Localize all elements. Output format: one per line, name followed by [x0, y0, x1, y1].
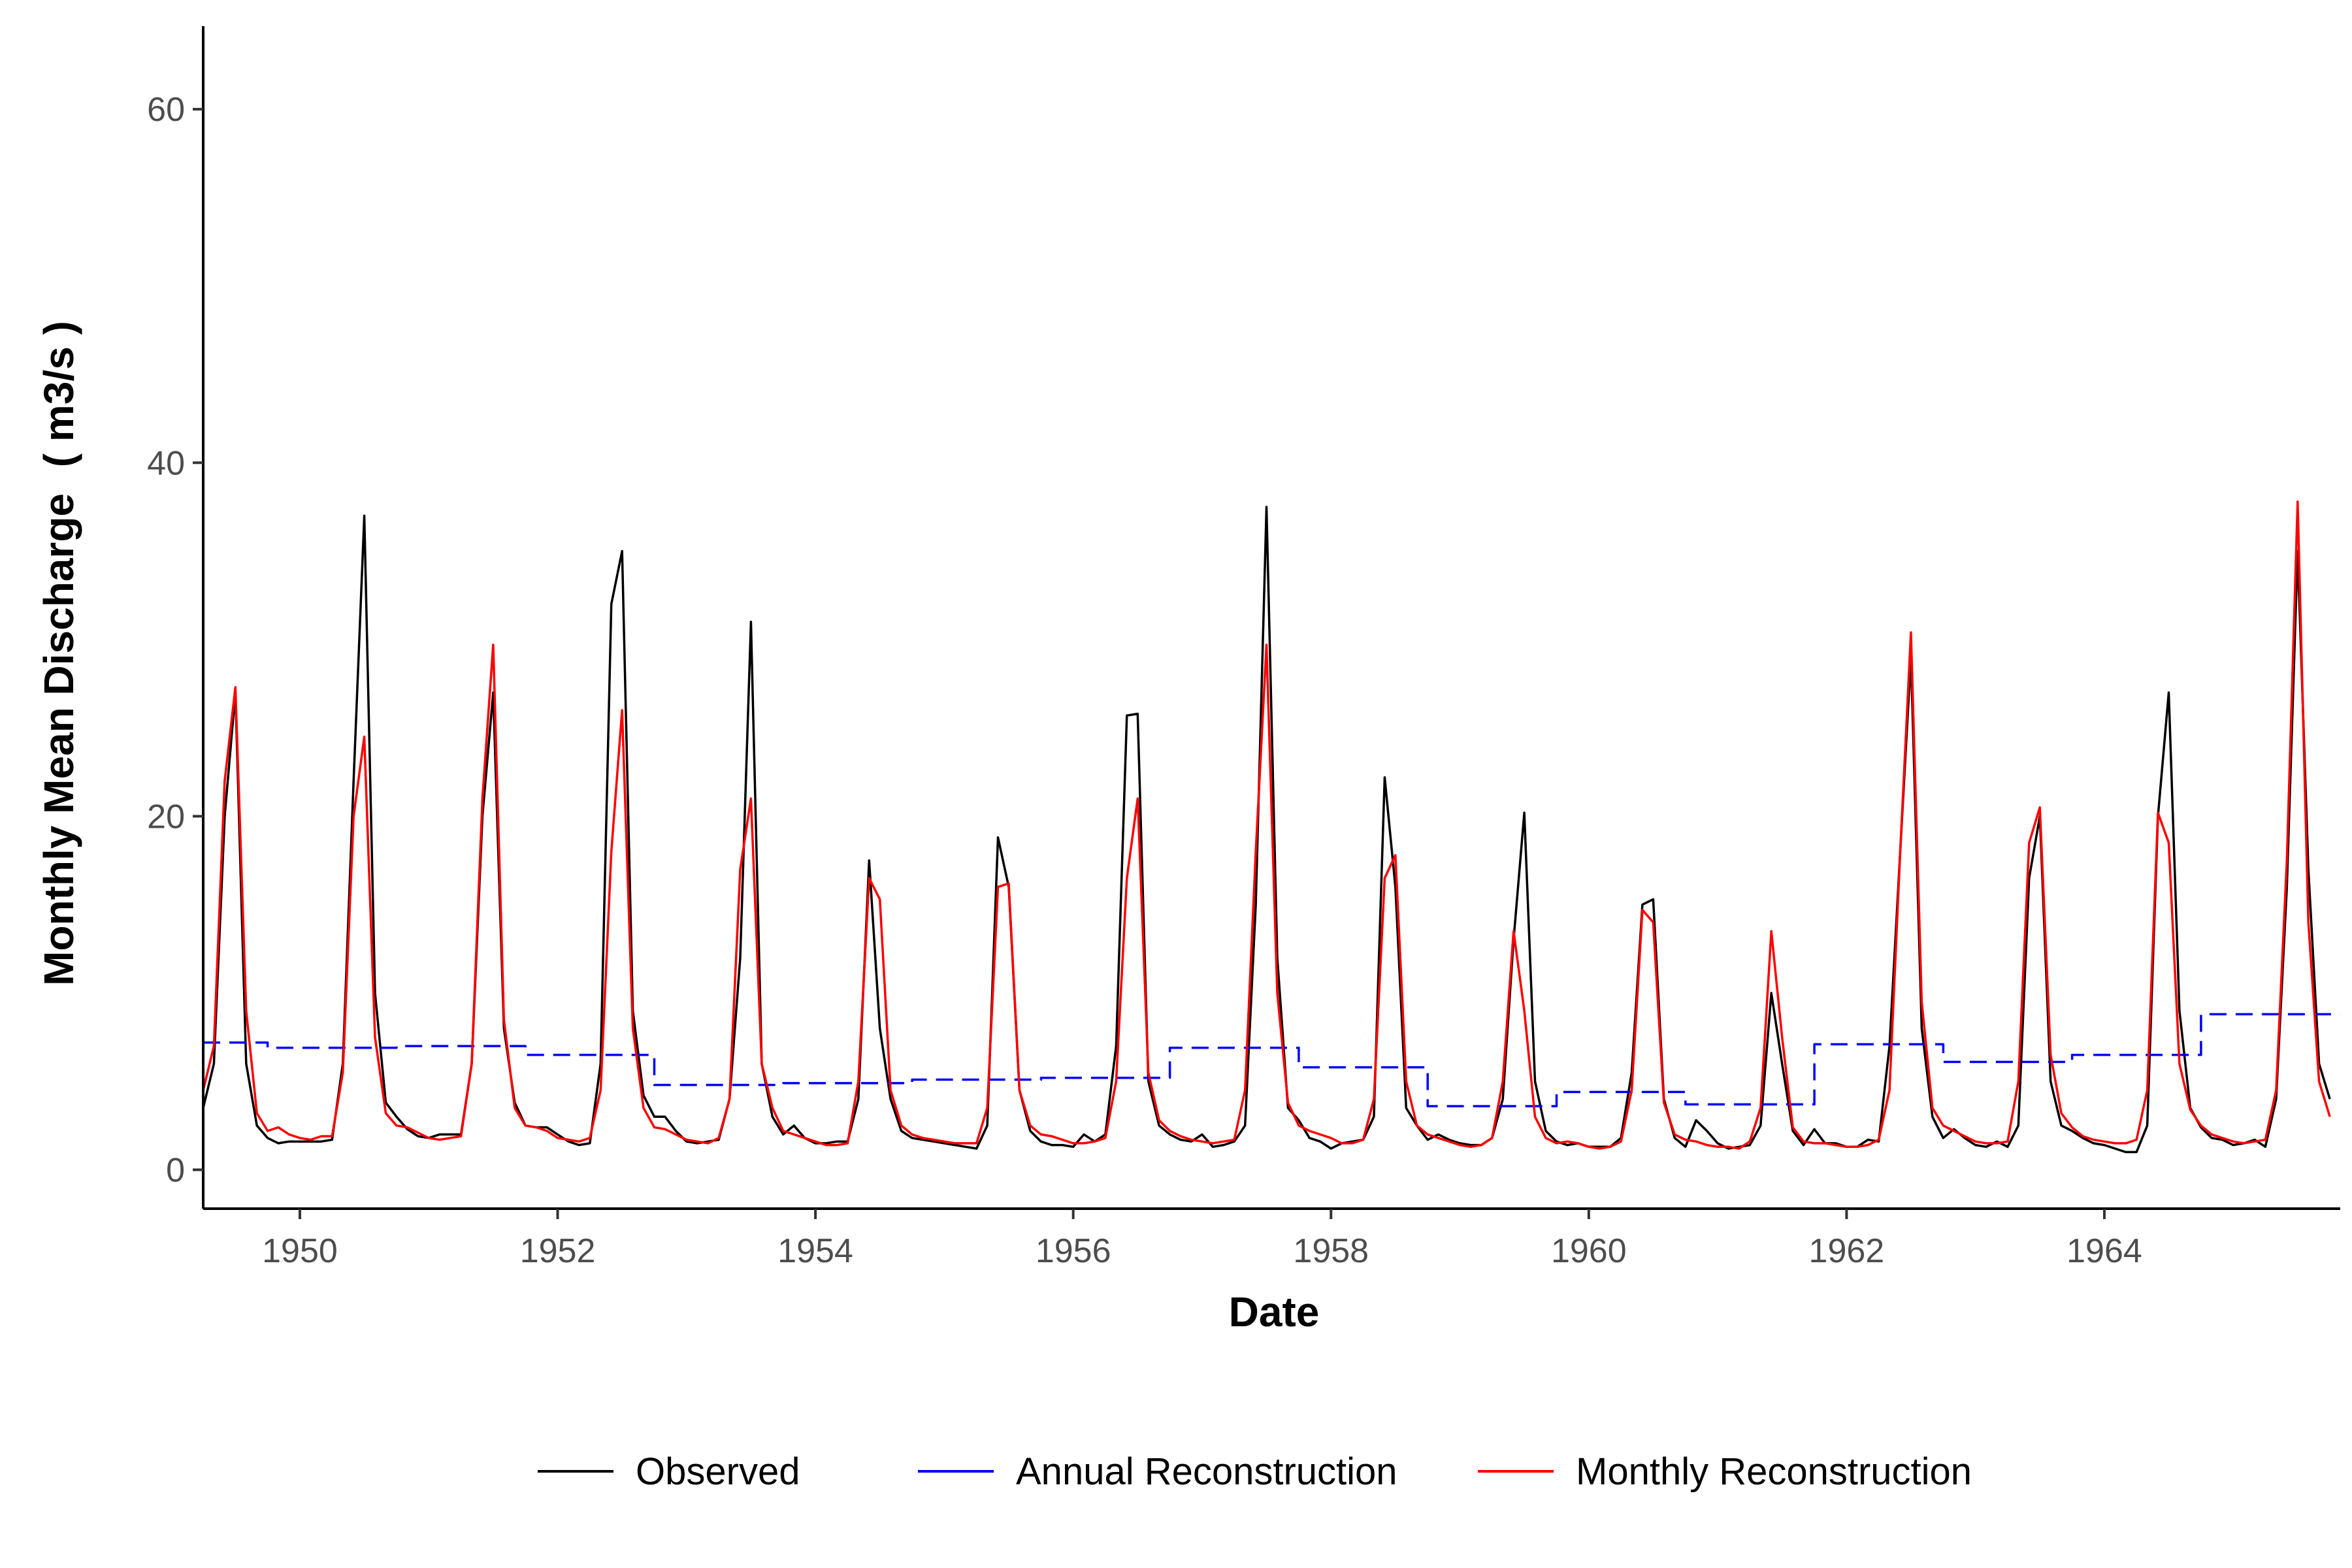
x-tick-label: 1960 [1551, 1232, 1627, 1270]
x-tick-label: 1956 [1036, 1232, 1111, 1270]
y-axis-title-main: Monthly Mean Discharge [35, 493, 82, 986]
x-tick-label: 1962 [1809, 1232, 1885, 1270]
observed-series-line [203, 506, 2331, 1154]
x-tick-label: 1950 [262, 1232, 338, 1270]
legend-label-observed: Observed [636, 1450, 800, 1493]
x-tick-label: 1954 [777, 1232, 853, 1270]
y-tick-label: 40 [147, 444, 185, 482]
monthly-reconstruction-series-line [203, 500, 2331, 1150]
x-tick-label: 1952 [520, 1232, 596, 1270]
y-axis-title-group: Monthly Mean Discharge ( m3/s ) [35, 321, 82, 986]
y-axis-title-unit: ( m3/s ) [35, 321, 82, 467]
axes-layer: 0 20 40 60 1950 1952 1954 1956 1958 1960 1962 1964 [147, 26, 2340, 1270]
x-tick-label: 1958 [1293, 1232, 1369, 1270]
series-layer [203, 500, 2340, 1154]
legend: Observed Annual Reconstruction Monthly Rec… [538, 1450, 1972, 1493]
legend-label-monthly-reconstruction: Monthly Reconstruction [1576, 1450, 1972, 1493]
legend-label-annual-reconstruction: Annual Reconstruction [1016, 1450, 1397, 1493]
y-axis-title: Monthly Mean Discharge ( m3/s ) [35, 321, 82, 986]
annual-reconstruction-series-line [203, 1013, 2340, 1107]
x-tick-label: 1964 [2066, 1232, 2142, 1270]
y-tick-label: 60 [147, 91, 185, 129]
x-axis-title: Date [1229, 1288, 1320, 1335]
y-tick-label: 0 [166, 1151, 185, 1189]
y-tick-label: 20 [147, 798, 185, 836]
